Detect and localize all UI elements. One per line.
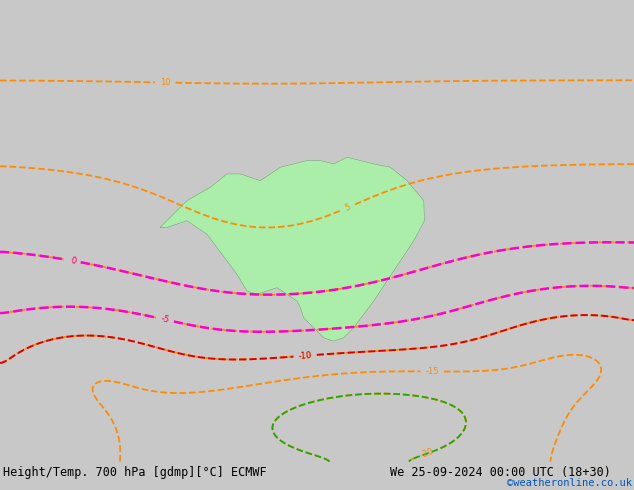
Text: -10: -10 bbox=[298, 351, 312, 361]
Text: -15: -15 bbox=[425, 367, 439, 376]
Polygon shape bbox=[160, 157, 424, 341]
Text: Height/Temp. 700 hPa [gdmp][°C] ECMWF: Height/Temp. 700 hPa [gdmp][°C] ECMWF bbox=[3, 466, 267, 479]
Text: -5: -5 bbox=[160, 314, 170, 325]
Text: 0: 0 bbox=[70, 256, 77, 266]
Text: 5: 5 bbox=[344, 202, 352, 213]
Text: -5: -5 bbox=[160, 314, 170, 325]
Text: 0: 0 bbox=[70, 256, 77, 266]
Text: ©weatheronline.co.uk: ©weatheronline.co.uk bbox=[507, 478, 632, 488]
Text: -20: -20 bbox=[420, 447, 436, 460]
Text: -10: -10 bbox=[298, 351, 312, 361]
Text: We 25-09-2024 00:00 UTC (18+30): We 25-09-2024 00:00 UTC (18+30) bbox=[390, 466, 611, 479]
Text: 10: 10 bbox=[160, 78, 171, 87]
